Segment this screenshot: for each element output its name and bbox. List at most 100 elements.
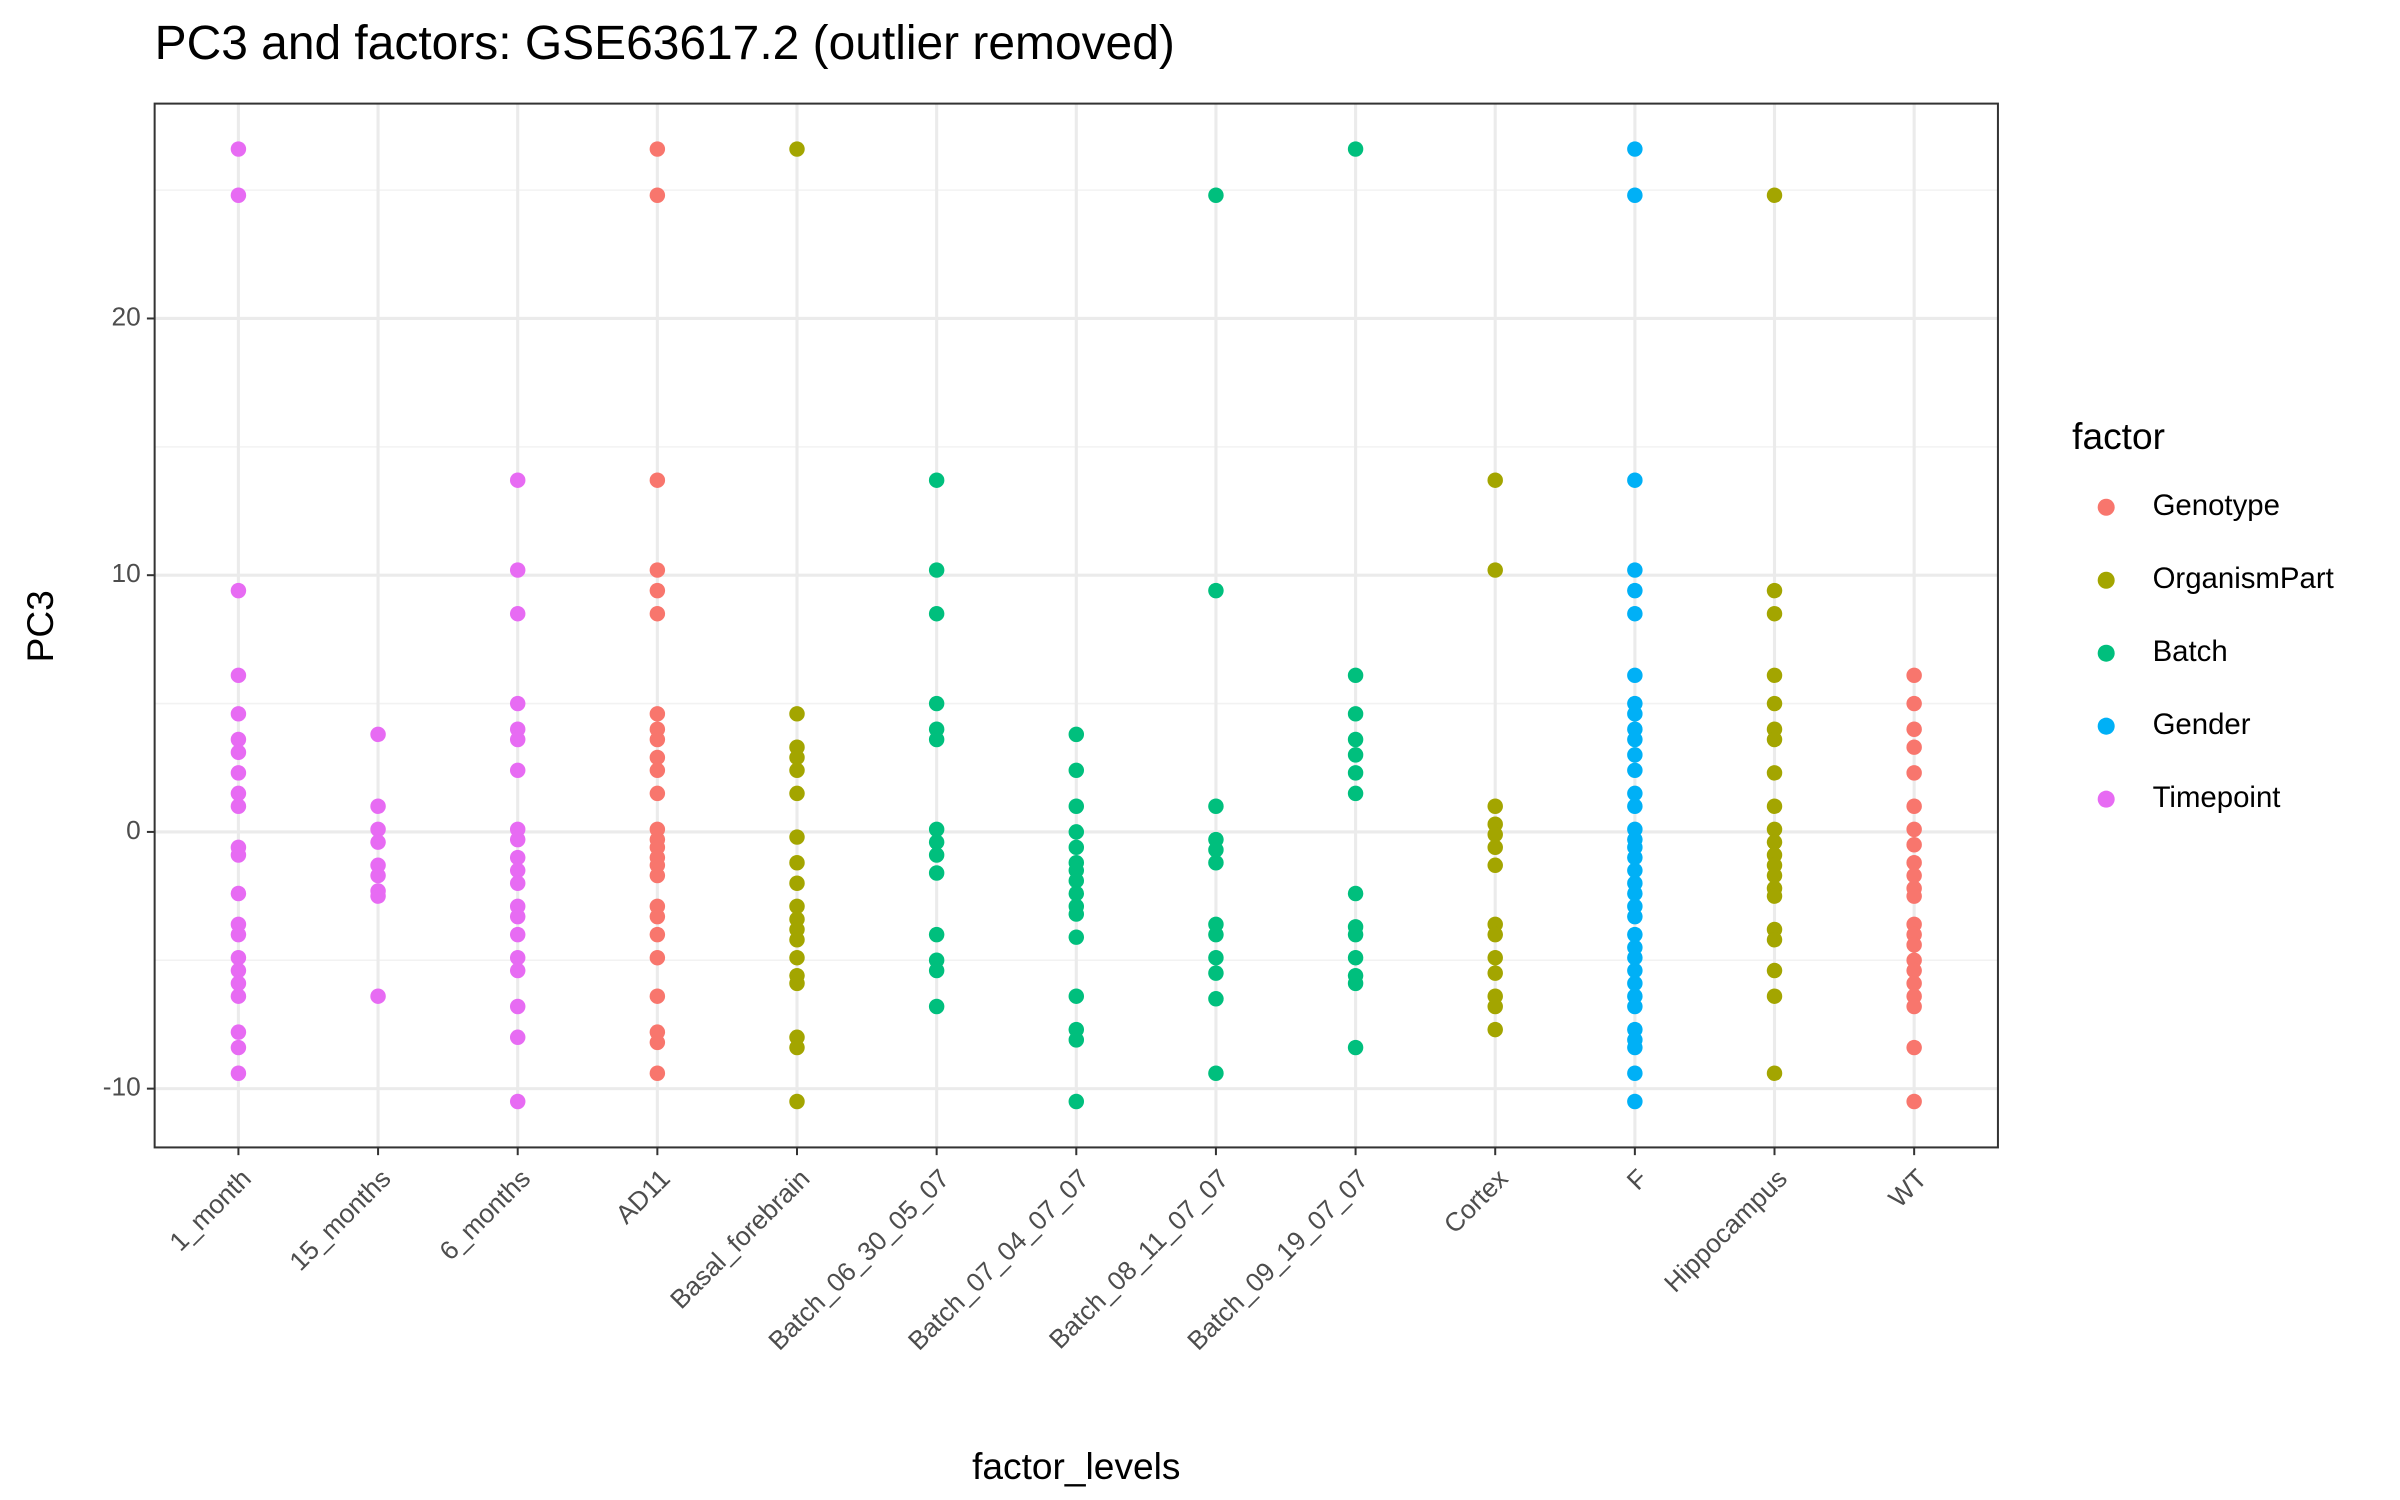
point — [230, 847, 247, 863]
point — [1627, 926, 1643, 943]
point — [1068, 906, 1085, 922]
point — [1627, 472, 1643, 488]
point — [1347, 975, 1364, 992]
point — [789, 762, 805, 779]
point — [1487, 826, 1503, 843]
point — [1766, 1065, 1783, 1081]
point — [230, 1039, 247, 1056]
point — [1487, 472, 1503, 488]
point — [1487, 998, 1503, 1015]
point — [230, 949, 247, 966]
point — [370, 726, 386, 743]
legend-label: OrganismPart — [2153, 562, 2334, 595]
point — [1347, 926, 1364, 943]
point — [1766, 605, 1783, 622]
point — [1906, 937, 1922, 953]
point — [1906, 1039, 1922, 1056]
point — [649, 187, 666, 203]
point — [1906, 695, 1922, 712]
point — [1487, 798, 1503, 814]
point — [1766, 834, 1783, 850]
legend: Genotype OrganismPart Batch Gender Timepoint — [2097, 489, 2334, 814]
point — [649, 141, 666, 157]
y-tick-label: -10 — [103, 1072, 141, 1102]
point — [789, 854, 805, 871]
point — [649, 1065, 666, 1081]
point — [1347, 747, 1364, 763]
point — [1627, 785, 1643, 802]
legend-label: Gender — [2153, 708, 2251, 741]
point — [1906, 721, 1922, 737]
point — [1208, 798, 1224, 814]
point — [928, 562, 945, 578]
point — [230, 187, 247, 203]
legend-label: Batch — [2153, 635, 2228, 668]
point — [1906, 837, 1922, 853]
point — [649, 472, 666, 488]
point — [649, 562, 666, 578]
point — [649, 706, 666, 722]
point — [1906, 739, 1922, 755]
point — [1068, 798, 1085, 814]
point — [1208, 991, 1224, 1007]
point — [928, 821, 945, 838]
point — [1208, 854, 1224, 871]
point — [230, 731, 247, 748]
point — [1627, 582, 1643, 599]
point — [230, 1065, 247, 1081]
point — [1487, 949, 1503, 966]
point — [370, 821, 386, 838]
point — [1906, 854, 1922, 871]
point — [230, 798, 247, 814]
point — [789, 875, 805, 891]
point — [928, 847, 945, 863]
point — [1906, 1093, 1922, 1110]
point — [509, 862, 526, 879]
point — [1627, 1065, 1643, 1081]
point — [370, 988, 386, 1004]
point — [649, 785, 666, 802]
point — [1068, 1093, 1085, 1110]
point — [1766, 765, 1783, 781]
point — [1068, 1032, 1085, 1048]
point — [1208, 187, 1224, 203]
point — [230, 765, 247, 781]
point — [928, 605, 945, 622]
point — [1208, 1065, 1224, 1081]
legend-swatch — [2097, 790, 2115, 808]
point — [1766, 867, 1783, 884]
point — [1347, 785, 1364, 802]
point — [1766, 582, 1783, 599]
point — [230, 706, 247, 722]
point — [230, 926, 247, 943]
point — [1627, 1039, 1643, 1056]
point — [1906, 765, 1922, 781]
marks — [230, 141, 1922, 1110]
point — [1766, 187, 1783, 203]
point — [230, 962, 247, 979]
point — [1347, 885, 1364, 902]
point — [1487, 839, 1503, 856]
point — [509, 695, 526, 712]
point — [1627, 731, 1643, 748]
point — [1627, 798, 1643, 814]
point — [1906, 867, 1922, 884]
point — [928, 834, 945, 850]
point — [1347, 731, 1364, 748]
point — [1208, 949, 1224, 966]
chart-title: PC3 and factors: GSE63617.2 (outlier rem… — [155, 17, 1175, 70]
point — [1766, 932, 1783, 948]
point — [789, 949, 805, 966]
point — [230, 988, 247, 1004]
point — [1347, 141, 1364, 157]
y-tick-label: 20 — [112, 301, 141, 331]
point — [370, 834, 386, 850]
point — [789, 706, 805, 722]
point — [509, 562, 526, 578]
point — [1627, 849, 1643, 866]
point — [509, 849, 526, 866]
point — [1906, 962, 1922, 979]
point — [509, 762, 526, 779]
point — [1627, 949, 1643, 966]
